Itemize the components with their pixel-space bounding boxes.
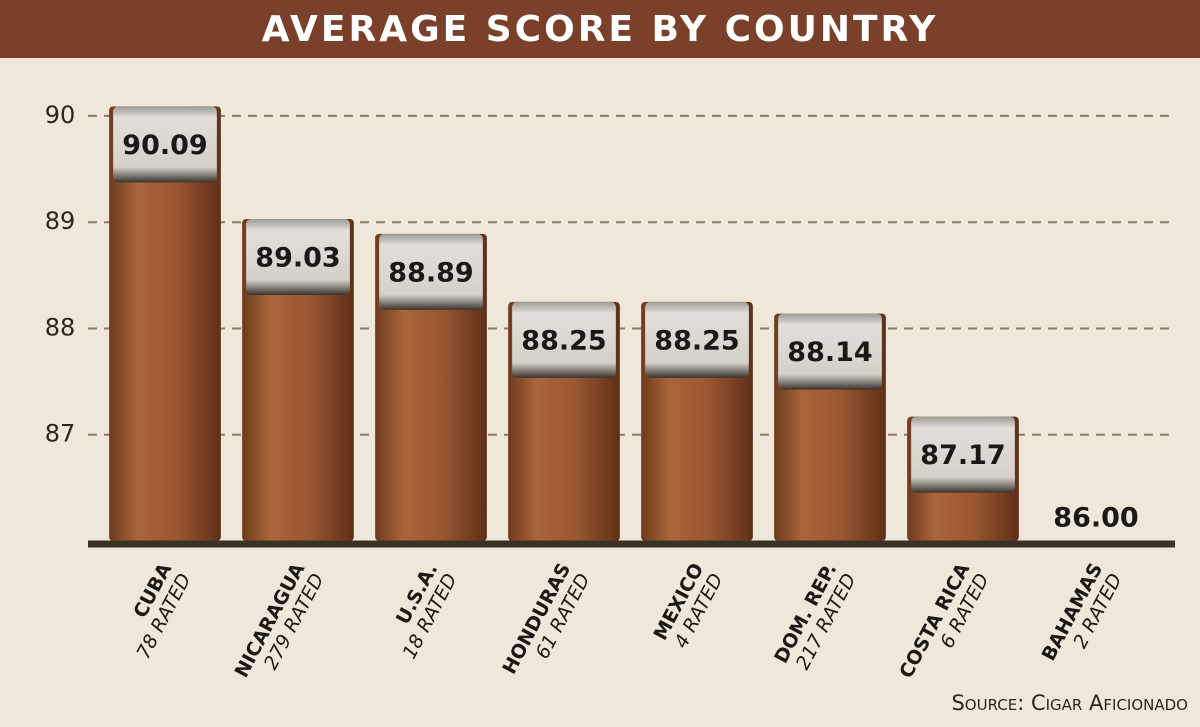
value-label: 86.00: [1053, 503, 1138, 534]
bar-ash-tip: [645, 301, 749, 378]
y-tick-label: 90: [45, 101, 76, 129]
title-bar: [0, 0, 1200, 58]
value-label: 88.25: [521, 325, 606, 356]
bar-ash-tip: [113, 106, 217, 183]
chart-title: AVERAGE SCORE BY COUNTRY: [262, 9, 939, 50]
value-label: 90.09: [122, 130, 207, 161]
value-label: 87.17: [920, 440, 1005, 471]
value-label: 88.25: [654, 325, 739, 356]
y-tick-label: 88: [45, 313, 76, 341]
y-tick-label: 87: [45, 420, 76, 448]
bar: [242, 219, 354, 541]
bar-ash-tip: [379, 233, 483, 310]
bar: [109, 106, 221, 542]
value-label: 89.03: [255, 243, 340, 274]
bar-ash-tip: [512, 301, 616, 378]
y-tick-label: 89: [45, 207, 76, 235]
bar-ash-tip: [246, 219, 350, 296]
bar-ash-tip: [778, 313, 882, 390]
x-tick-label-group: U.S.A.18 RATED: [392, 560, 462, 663]
x-tick-label-group: DOM. REP.217 RATED: [770, 560, 860, 674]
value-label: 88.89: [388, 257, 473, 288]
value-label: 88.14: [787, 337, 872, 368]
bar-ash-tip: [911, 416, 1015, 493]
source-note: Source: Cigar Aficionado: [951, 691, 1188, 715]
bar: [375, 233, 487, 541]
